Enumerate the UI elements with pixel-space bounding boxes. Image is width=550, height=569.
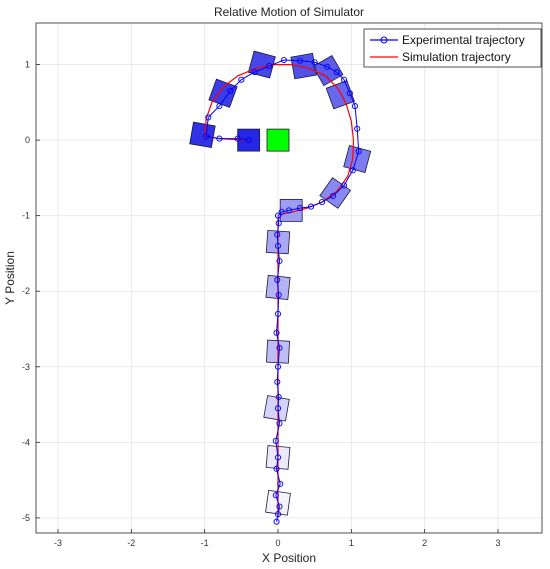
experimental-point xyxy=(274,363,282,370)
y-tick-label: 1 xyxy=(25,60,30,70)
experimental-point xyxy=(296,57,304,64)
legend-experimental-marker xyxy=(380,36,388,44)
experimental-point xyxy=(346,90,353,97)
chart-title: Relative Motion of Simulator xyxy=(214,5,364,19)
experimental-point xyxy=(273,518,280,525)
x-tick-label: 2 xyxy=(422,538,427,548)
experimental-point xyxy=(274,212,282,219)
x-tick-label: 3 xyxy=(495,538,500,548)
experimental-point xyxy=(340,76,348,83)
x-tick-label: -2 xyxy=(127,538,135,548)
experimental-point xyxy=(274,378,281,385)
robot-pose xyxy=(247,50,276,79)
experimental-point xyxy=(311,59,318,66)
experimental-point xyxy=(274,276,281,283)
experimental-point xyxy=(205,114,212,121)
experimental-point xyxy=(234,135,241,142)
experimental-point xyxy=(238,76,245,83)
robot-pose xyxy=(312,55,344,87)
experimental-point xyxy=(324,63,331,70)
legend-experimental-label: Experimental trajectory xyxy=(402,33,525,47)
x-tick-label: 0 xyxy=(275,538,280,548)
x-tick-label: -3 xyxy=(54,538,62,548)
experimental-point xyxy=(340,182,348,189)
x-tick-label: 1 xyxy=(349,538,354,548)
series-lines xyxy=(203,56,362,525)
experimental-point xyxy=(355,148,362,155)
legend: Experimental trajectory Simulation traje… xyxy=(363,28,542,68)
experimental-point xyxy=(329,192,337,200)
experimental-point xyxy=(245,137,252,144)
plot-frame xyxy=(35,22,543,534)
experimental-point xyxy=(307,203,315,210)
y-tick-label: 0 xyxy=(25,135,30,145)
y-tick-label: -1 xyxy=(22,211,30,221)
start-block xyxy=(266,128,290,152)
experimental-trajectory-line xyxy=(205,59,360,522)
start-pose xyxy=(266,128,290,152)
experimental-point xyxy=(273,329,280,336)
experimental-point xyxy=(274,454,282,461)
y-tick-label: -4 xyxy=(22,437,30,447)
experimental-point xyxy=(272,437,279,444)
experimental-point xyxy=(274,310,282,317)
experimental-point xyxy=(351,103,359,110)
experimental-point xyxy=(276,420,283,427)
experimental-point xyxy=(354,125,361,132)
robot-pose xyxy=(189,121,216,149)
x-axis-label: X Position xyxy=(262,551,316,565)
experimental-point xyxy=(349,167,356,174)
experimental-point xyxy=(272,492,279,499)
legend-simulation-label: Simulation trajectory xyxy=(402,50,511,64)
experimental-point xyxy=(275,291,282,299)
experimental-point xyxy=(273,465,280,472)
experimental-point xyxy=(203,133,210,140)
experimental-point xyxy=(274,231,281,238)
experimental-point xyxy=(276,344,283,351)
robot-poses xyxy=(189,50,372,516)
y-tick-label: -3 xyxy=(22,362,30,372)
experimental-point xyxy=(274,405,282,412)
experimental-point xyxy=(227,87,234,95)
experimental-point xyxy=(333,69,340,76)
experimental-point xyxy=(251,69,258,76)
y-axis-label: Y Position xyxy=(3,251,17,305)
experimental-point xyxy=(277,480,284,487)
experimental-point xyxy=(296,205,304,212)
x-tick-label: -1 xyxy=(201,538,209,548)
experimental-point xyxy=(216,103,223,110)
experimental-point xyxy=(275,393,282,401)
y-tick-label: -2 xyxy=(22,286,30,296)
experimental-point xyxy=(278,208,285,215)
y-tick-label: -5 xyxy=(22,513,30,523)
robot-pose xyxy=(263,395,290,422)
experimental-point xyxy=(274,511,282,518)
experimental-point xyxy=(216,135,223,142)
experimental-point xyxy=(280,56,287,64)
experimental-point xyxy=(276,503,283,510)
experimental-point xyxy=(274,242,282,249)
axis-ticks: -3 -2 -1 0 1 2 3 -5 -4 -3 -2 -1 0 1 xyxy=(22,60,501,548)
robot-pose xyxy=(290,52,317,80)
experimental-point xyxy=(318,199,326,206)
experimental-point xyxy=(276,257,283,265)
experimental-point xyxy=(275,220,282,227)
legend-box xyxy=(363,28,542,68)
experimental-point xyxy=(285,207,293,214)
experimental-point xyxy=(266,63,273,70)
